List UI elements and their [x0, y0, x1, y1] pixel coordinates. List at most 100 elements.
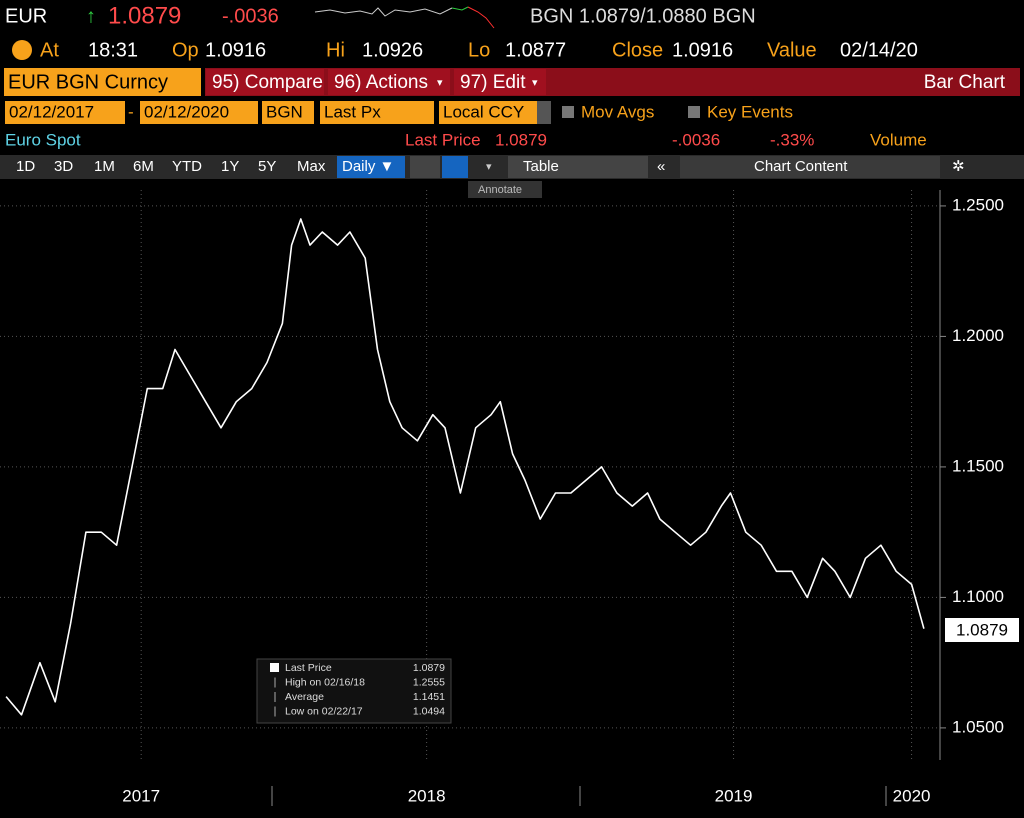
y-tick-label: 1.0500	[952, 717, 1004, 736]
x-tick-label: 2017	[122, 786, 160, 805]
table[interactable]: Table	[523, 158, 559, 175]
chart-content-button[interactable]	[680, 156, 940, 178]
last-price-tag-text: 1.0879	[956, 620, 1008, 639]
y-tick-label: 1.2500	[952, 195, 1004, 214]
input[interactable]	[5, 101, 125, 124]
separator: -	[128, 102, 134, 121]
clock-icon	[12, 40, 32, 60]
legend-box	[256, 658, 452, 724]
checkbox[interactable]	[562, 106, 574, 118]
period-button[interactable]: 6M	[133, 158, 154, 175]
label: Lo	[468, 39, 490, 61]
x-tick-label: 2020	[893, 786, 931, 805]
label: Value	[767, 39, 817, 61]
frequency[interactable]: Daily ▼	[342, 158, 394, 175]
settings-icon[interactable]: ✲	[952, 158, 965, 175]
label: At	[40, 39, 59, 61]
security[interactable]: EUR BGN Curncy	[8, 71, 168, 93]
last-price: 1.0879	[108, 2, 181, 29]
input[interactable]	[262, 101, 314, 124]
y-tick-label: 1.1500	[952, 456, 1004, 475]
legend-value: 1.1451	[413, 691, 445, 703]
frequency-button[interactable]	[337, 156, 405, 178]
last-value: 1.0879	[495, 130, 547, 149]
sparkline-tail	[451, 6, 469, 11]
label: Op	[172, 39, 199, 61]
toolbar	[205, 68, 1020, 96]
period-button[interactable]: 1M	[94, 158, 115, 175]
input[interactable]	[320, 101, 434, 124]
legend-label: Last Price	[285, 662, 332, 674]
button[interactable]	[328, 69, 450, 95]
last-price-tag	[945, 618, 1019, 642]
period-button[interactable]: 5Y	[258, 158, 276, 175]
dropdown-icon: ▾	[437, 77, 443, 89]
start-date[interactable]: 02/12/2017	[9, 102, 94, 121]
period-button[interactable]: Max	[297, 158, 326, 175]
edit-button[interactable]: 97) Edit	[460, 72, 526, 93]
annotate[interactable]: Annotate	[478, 184, 522, 196]
legend-label: High on 02/16/18	[285, 676, 365, 688]
x-tick-label: 2018	[408, 786, 446, 805]
ccy-mode[interactable]: Local CCY	[443, 102, 524, 121]
table-button[interactable]	[508, 156, 648, 178]
button[interactable]	[206, 69, 324, 95]
label: Close	[612, 39, 663, 61]
value: 1.0926	[362, 39, 423, 61]
up-arrow: ↑	[86, 5, 96, 27]
legend-value: 1.0494	[413, 705, 445, 717]
label: Hi	[326, 39, 345, 61]
dropdown-icon: ▾	[486, 161, 492, 173]
y-tick-label: 1.1000	[952, 587, 1004, 606]
security-name: Euro Spot	[5, 130, 81, 149]
bar-icon[interactable]	[442, 156, 468, 178]
compare-button[interactable]: 95) Compare	[212, 72, 323, 93]
legend-value: 1.0879	[413, 662, 445, 674]
collapse-icon[interactable]: «	[657, 158, 665, 175]
mov-avgs[interactable]: Mov Avgs	[581, 102, 654, 121]
ticker: EUR	[5, 5, 47, 27]
chart-content[interactable]: Chart Content	[754, 158, 848, 175]
button[interactable]	[454, 69, 546, 95]
pct-change: -.33%	[770, 130, 814, 149]
period-button[interactable]: 1D	[16, 158, 35, 175]
sparkline	[314, 7, 453, 17]
input[interactable]	[439, 101, 551, 124]
legend-value: 1.2555	[413, 676, 445, 688]
legend-swatch	[270, 663, 279, 672]
dropdown-icon: ▾	[532, 77, 538, 89]
security-box[interactable]	[4, 68, 201, 96]
function-name: Bar Chart	[924, 72, 1006, 93]
price-line	[5, 218, 925, 716]
value: 1.0916	[205, 39, 266, 61]
volume-label: Volume	[870, 130, 927, 149]
checkbox[interactable]	[688, 106, 700, 118]
annotate-button[interactable]	[468, 181, 542, 198]
legend-label: Average	[285, 691, 324, 703]
input[interactable]	[140, 101, 258, 124]
value: 02/14/20	[840, 39, 918, 61]
x-axis-band	[0, 760, 940, 813]
y-tick-label: 1.2000	[952, 326, 1004, 345]
value: 1.0877	[505, 39, 566, 61]
period-button[interactable]: 3D	[54, 158, 73, 175]
change: -.0036	[672, 130, 720, 149]
key-events[interactable]: Key Events	[707, 102, 793, 121]
field[interactable]: Last Px	[324, 102, 381, 121]
currency[interactable]: BGN	[266, 102, 303, 121]
dropdown[interactable]	[537, 101, 551, 124]
actions-button[interactable]: 96) Actions	[334, 72, 428, 93]
end-date[interactable]: 02/12/2020	[144, 102, 229, 121]
value: 1.0916	[672, 39, 733, 61]
period-button[interactable]: 1Y	[221, 158, 239, 175]
value: 18:31	[88, 39, 138, 61]
sparkline-drop	[467, 6, 495, 29]
x-tick-label: 2019	[715, 786, 753, 805]
last-label: Last Price	[405, 130, 481, 149]
period-button[interactable]: YTD	[172, 158, 202, 175]
line-icon[interactable]	[410, 156, 440, 178]
change: -.0036	[222, 5, 279, 27]
legend-label: Low on 02/22/17	[285, 705, 363, 717]
